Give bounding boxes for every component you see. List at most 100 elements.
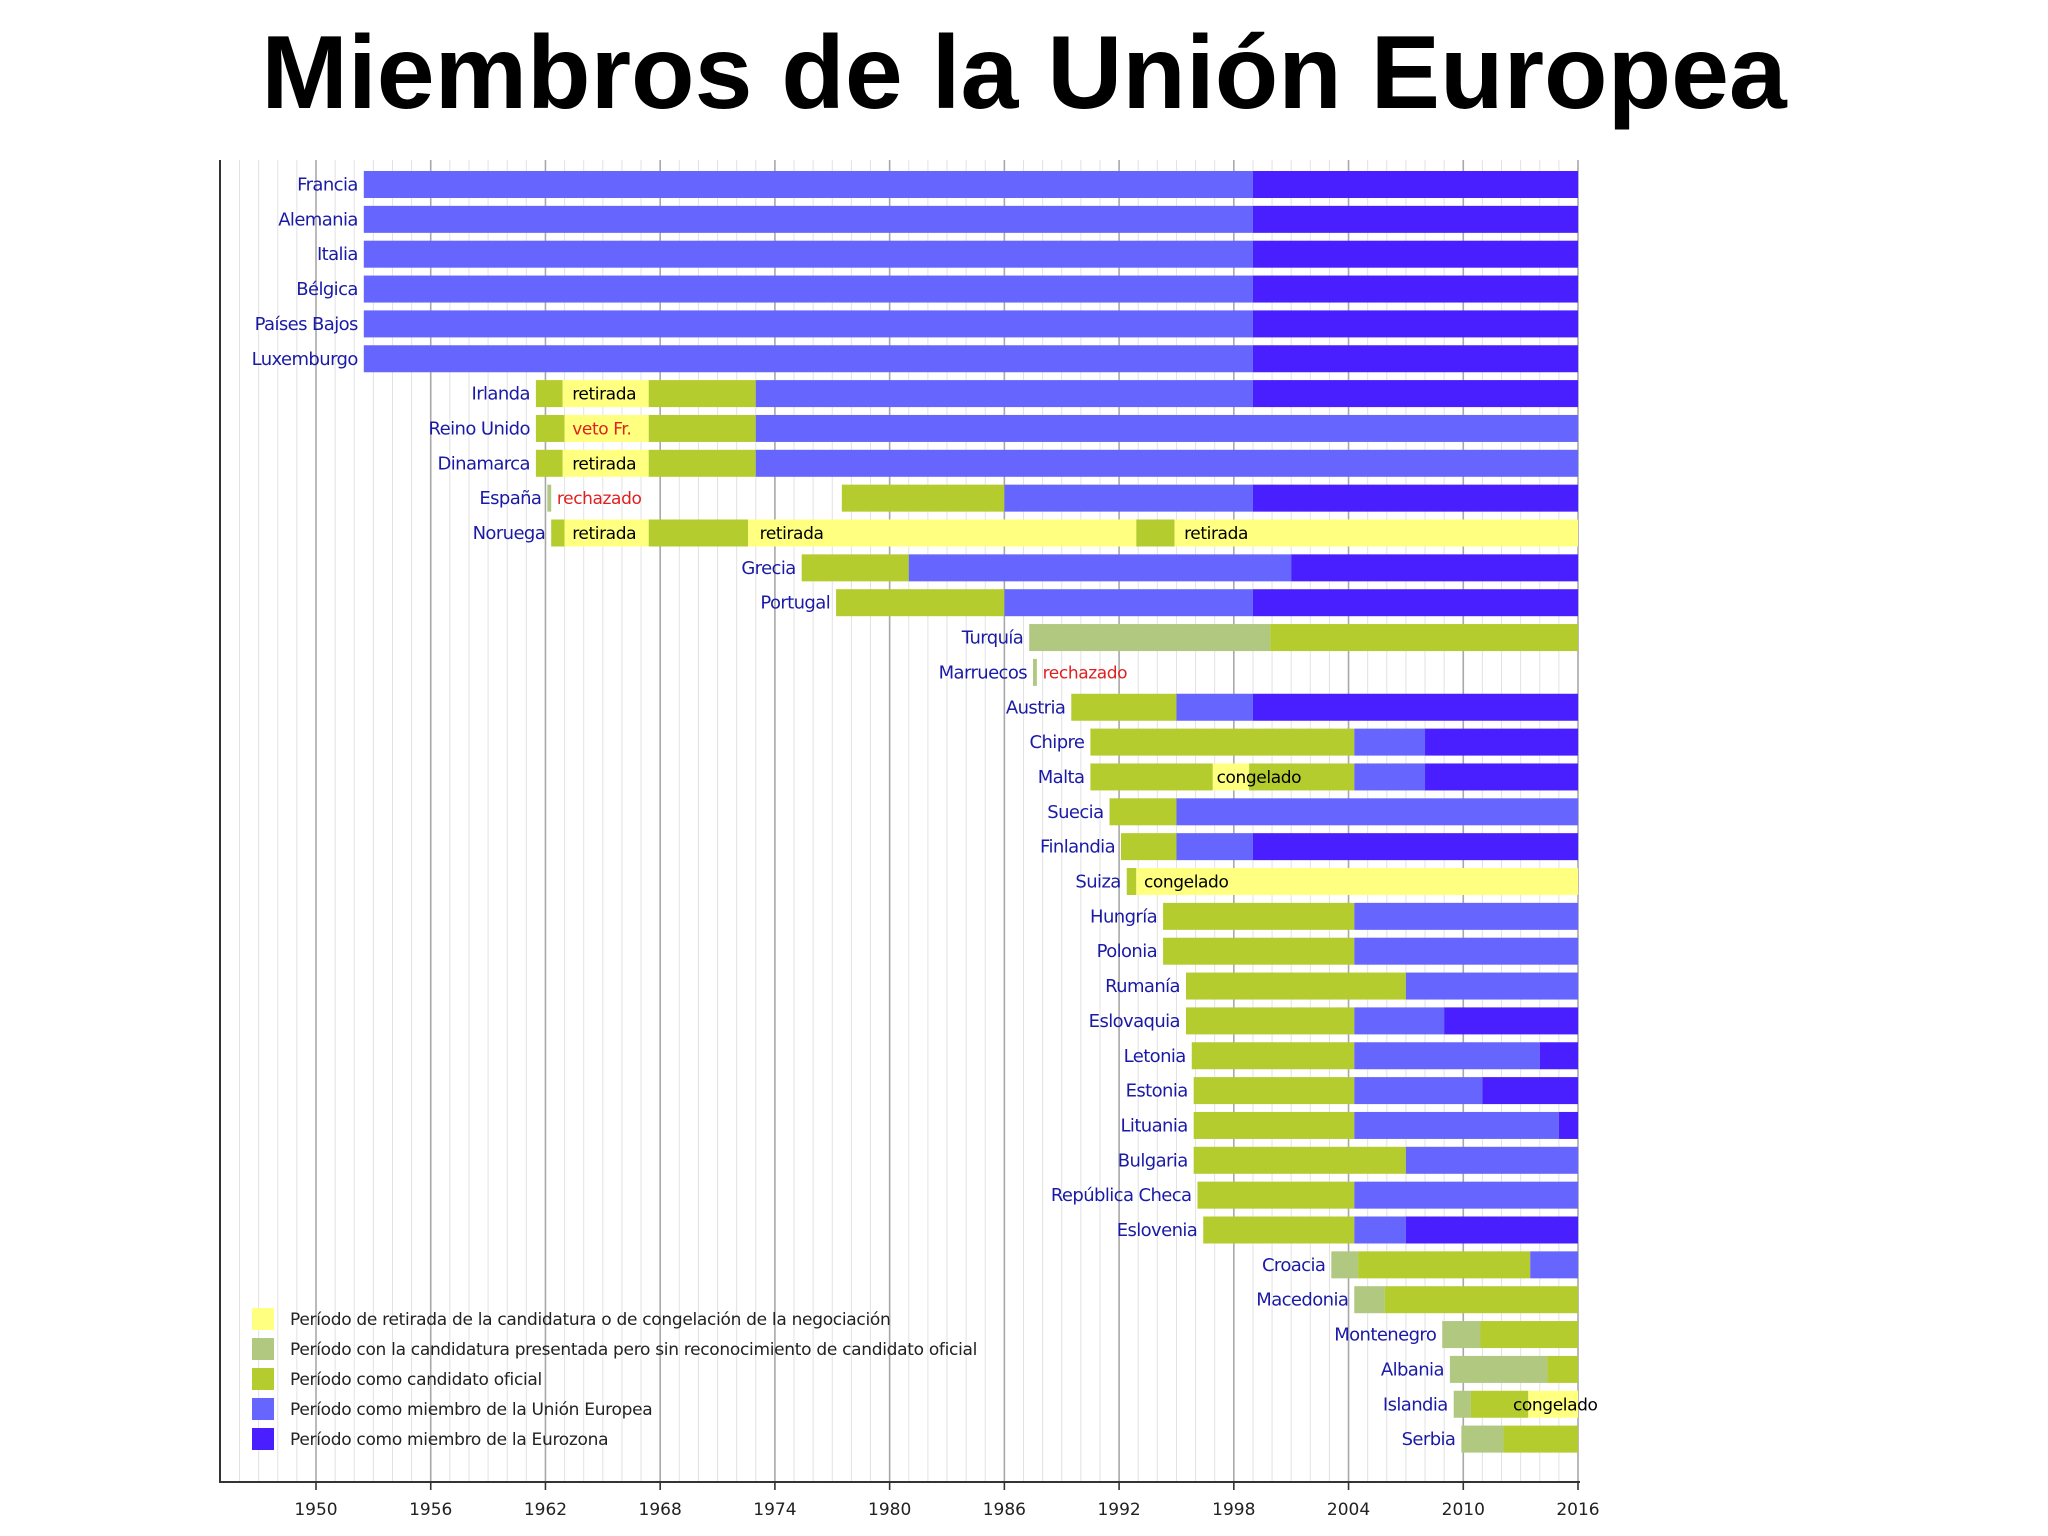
bar-segment-green — [648, 519, 749, 547]
bar-note: retirada — [572, 524, 636, 544]
bar-segment-euro — [1252, 484, 1578, 512]
country-label: Polonia — [1097, 941, 1157, 962]
bar-segment-euro — [1252, 310, 1578, 338]
bar-note: congelado — [1513, 1395, 1598, 1415]
country-label: Luxemburgo — [252, 349, 359, 370]
bar-segment-euro — [1252, 833, 1578, 861]
country-label: España — [479, 488, 541, 509]
bar-segment-blue — [755, 414, 1578, 442]
country-label: Turquía — [961, 628, 1023, 649]
bar-segment-green — [1126, 868, 1137, 895]
bar-segment-yellow — [562, 380, 649, 408]
x-tick-label: 2010 — [1442, 1500, 1485, 1520]
bar-segment-green — [1384, 1286, 1578, 1314]
bar-segment-grey — [1442, 1321, 1481, 1349]
x-tick-label: 1956 — [409, 1500, 452, 1520]
bar-segment-green — [1109, 798, 1177, 826]
bar-segment-blue — [1176, 833, 1253, 861]
bar-segment-euro — [1252, 240, 1578, 268]
bar-segment-green — [1186, 1007, 1355, 1035]
bar-segment-grey — [1449, 1355, 1548, 1383]
country-label: Islandia — [1383, 1394, 1448, 1415]
country-label: Rumanía — [1105, 976, 1180, 997]
bar-segment-yellow — [564, 414, 649, 442]
bar-note: congelado — [1217, 768, 1302, 788]
bar-segment-blue — [1405, 972, 1578, 1000]
bar-note: veto Fr. — [572, 419, 631, 439]
bar-segment-blue — [1004, 484, 1253, 512]
bar-segment-euro — [1252, 205, 1578, 233]
legend-swatch-blue — [252, 1398, 274, 1420]
x-tick-label: 1998 — [1212, 1500, 1255, 1520]
slide-title: Miembros de la Unión Europea — [261, 15, 1787, 131]
country-label: Bulgaria — [1118, 1150, 1188, 1171]
bar-segment-green — [1197, 1181, 1355, 1209]
bar-segment-blue — [1405, 1146, 1578, 1174]
bar-segment-green — [841, 484, 1005, 512]
bar-segment-blue — [363, 171, 1253, 198]
bar-segment-green — [1193, 1077, 1355, 1105]
bar-segment-green — [648, 380, 756, 408]
country-label: Montenegro — [1334, 1325, 1437, 1346]
country-label: Irlanda — [471, 384, 529, 405]
x-tick-label: 1974 — [753, 1500, 796, 1520]
country-label: Eslovenia — [1117, 1220, 1198, 1241]
bar-segment-blue — [363, 275, 1253, 303]
x-tick-label: 1980 — [868, 1500, 911, 1520]
bar-segment-blue — [755, 380, 1253, 408]
chart-bars — [363, 171, 1578, 1453]
x-tick-label: 1962 — [524, 1500, 567, 1520]
bar-segment-green — [1121, 833, 1177, 861]
country-label: Serbia — [1402, 1429, 1456, 1450]
legend-label: Período con la candidatura presentada pe… — [290, 1340, 977, 1360]
chart-legend: Período de retirada de la candidatura o … — [252, 1308, 977, 1450]
bar-segment-grey — [1461, 1425, 1504, 1453]
bar-segment-euro — [1425, 763, 1578, 791]
bar-segment-green — [1090, 728, 1355, 756]
country-label: Austria — [1006, 697, 1065, 718]
bar-segment-green — [1203, 1216, 1355, 1244]
country-label: Marruecos — [939, 662, 1028, 683]
bar-segment-green — [1186, 972, 1406, 1000]
bar-segment-green — [648, 414, 756, 442]
bar-segment-euro — [1252, 171, 1578, 198]
country-label: Chipre — [1030, 732, 1085, 753]
x-tick-label: 1992 — [1097, 1500, 1140, 1520]
country-label: Albania — [1381, 1359, 1444, 1380]
bar-segment-yellow — [748, 519, 1137, 547]
x-tick-label: 2016 — [1556, 1500, 1599, 1520]
country-label: Finlandia — [1040, 837, 1115, 858]
bar-segment-euro — [1405, 1216, 1578, 1244]
bar-segment-blue — [363, 345, 1253, 373]
country-label: Noruega — [473, 523, 546, 544]
legend-label: Período como miembro de la Unión Europea — [290, 1400, 652, 1420]
bar-segment-blue — [1354, 937, 1578, 965]
bar-segment-green — [535, 414, 565, 442]
country-label: Italia — [317, 244, 358, 265]
x-tick-label: 1950 — [294, 1500, 337, 1520]
country-label: Bélgica — [296, 279, 358, 300]
country-label: Suiza — [1075, 872, 1120, 893]
bar-segment-euro — [1252, 589, 1578, 617]
bar-segment-grey — [1453, 1390, 1471, 1418]
bar-segment-yellow — [1174, 519, 1578, 547]
legend-swatch-grey — [252, 1338, 274, 1360]
country-label: Malta — [1038, 767, 1085, 788]
country-label: Croacia — [1262, 1255, 1325, 1276]
x-tick-label: 1986 — [983, 1500, 1026, 1520]
x-tick-label: 2004 — [1327, 1500, 1370, 1520]
legend-swatch-yellow — [252, 1308, 274, 1330]
bar-segment-green — [1470, 1390, 1529, 1418]
bar-segment-blue — [1354, 1077, 1483, 1105]
bar-note: rechazado — [1043, 663, 1128, 683]
bar-note: retirada — [572, 454, 636, 474]
bar-segment-blue — [1354, 1042, 1540, 1070]
bar-segment-blue — [1004, 589, 1253, 617]
country-label: Lituania — [1120, 1115, 1187, 1136]
chart-x-axis: 1950 1956 1962 1968 1974 1980 1986 1992 1998 2004… — [219, 160, 1600, 1520]
country-label: Macedonia — [1256, 1290, 1348, 1311]
bar-note: retirada — [572, 385, 636, 405]
bar-segment-euro — [1444, 1007, 1578, 1035]
bar-segment-euro — [1291, 554, 1578, 582]
